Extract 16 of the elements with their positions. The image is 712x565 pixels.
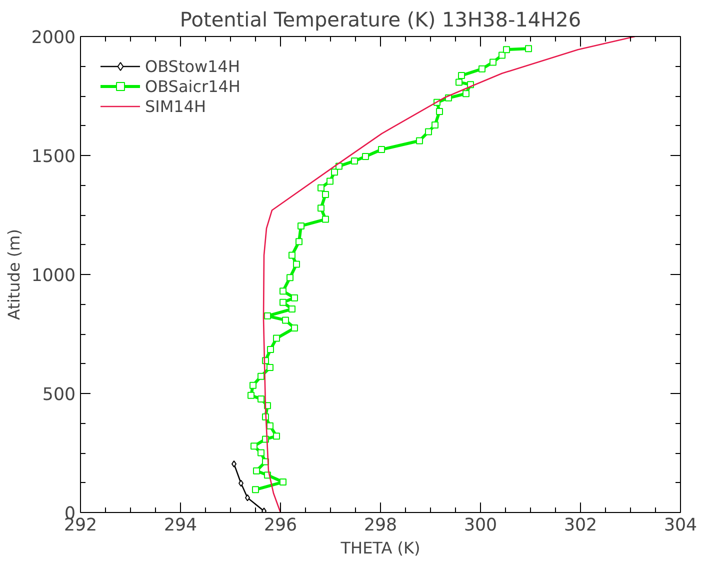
y-tick-label: 500 bbox=[42, 385, 76, 405]
x-tick-label: 296 bbox=[264, 516, 298, 536]
x-tick-label: 304 bbox=[664, 516, 698, 536]
legend-label: SIM14H bbox=[145, 96, 206, 116]
legend-label: OBSaicr14H bbox=[145, 76, 240, 96]
y-tick-label: 1500 bbox=[31, 147, 76, 167]
legend-label: OBStow14H bbox=[145, 56, 240, 76]
y-tick-label: 2000 bbox=[31, 28, 76, 48]
x-tick-label: 294 bbox=[164, 516, 198, 536]
x-tick-label: 302 bbox=[564, 516, 598, 536]
x-axis-title: THETA (K) bbox=[340, 538, 420, 558]
y-tick-label: 1000 bbox=[31, 266, 76, 286]
x-tick-label: 298 bbox=[364, 516, 398, 536]
chart-title: Potential Temperature (K) 13H38-14H26 bbox=[180, 8, 582, 32]
x-tick-label: 300 bbox=[464, 516, 498, 536]
y-axis-title: Atitude (m) bbox=[4, 229, 24, 320]
